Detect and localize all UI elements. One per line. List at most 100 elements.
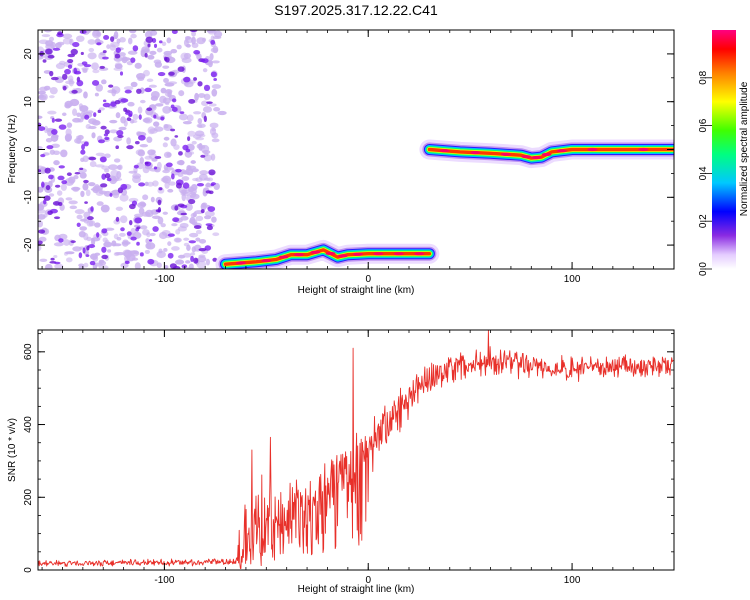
noise-blob — [152, 226, 159, 232]
noise-blob — [166, 37, 172, 44]
noise-blob — [74, 172, 81, 175]
noise-blob — [165, 162, 173, 168]
noise-blob — [181, 264, 188, 269]
upper-track-peak — [470, 151, 481, 155]
noise-blob — [198, 254, 206, 258]
noise-blob — [79, 226, 88, 231]
noise-blob — [208, 169, 216, 176]
noise-blob — [201, 37, 207, 42]
spectrogram-y-tick-label: 20 — [23, 48, 34, 60]
snr-y-tick-label: 200 — [23, 488, 34, 505]
noise-blob — [90, 206, 94, 212]
spectrogram-ylabel: Frequency (Hz) — [7, 115, 18, 184]
snr-series-line — [38, 330, 674, 569]
noise-blob — [60, 183, 67, 191]
noise-blob — [156, 250, 166, 259]
noise-blob — [103, 133, 109, 137]
noise-blob — [189, 216, 196, 225]
noise-blob — [119, 37, 126, 43]
noise-blob — [178, 151, 183, 156]
noise-blob — [87, 244, 96, 249]
noise-blob — [61, 112, 67, 117]
noise-blob — [83, 91, 88, 99]
noise-blob — [210, 39, 216, 45]
noise-blob — [47, 210, 53, 215]
noise-blob — [92, 263, 98, 269]
noise-blob — [181, 176, 190, 181]
noise-blob — [101, 246, 107, 253]
noise-blob — [139, 157, 145, 164]
noise-blob — [211, 88, 218, 97]
noise-blob — [127, 50, 138, 55]
noise-blob — [128, 220, 133, 226]
noise-blob — [136, 241, 140, 246]
noise-blob — [144, 249, 150, 254]
noise-blob — [175, 182, 182, 189]
noise-blob — [74, 209, 85, 215]
noise-blob — [178, 209, 185, 214]
noise-blob — [49, 95, 55, 99]
noise-blob — [72, 41, 80, 48]
noise-blob — [118, 126, 127, 131]
noise-blob — [107, 249, 112, 253]
spectrogram-y-tick-label: -10 — [23, 190, 34, 205]
noise-blob — [53, 160, 60, 166]
noise-blob — [46, 145, 54, 150]
noise-blob — [94, 252, 101, 256]
noise-blob — [205, 190, 212, 194]
noise-blob — [115, 216, 120, 222]
noise-blob — [43, 85, 51, 91]
noise-blob — [94, 222, 101, 228]
noise-blob — [43, 195, 51, 201]
noise-blob — [191, 30, 196, 37]
lower-track-peak — [235, 261, 246, 265]
noise-blob — [57, 175, 65, 181]
noise-blob — [93, 112, 97, 117]
noise-blob — [188, 240, 197, 244]
lower-track-peak — [353, 252, 364, 256]
noise-blob — [91, 80, 100, 86]
noise-blob — [144, 30, 153, 39]
noise-blob — [146, 78, 154, 83]
noise-blob — [181, 57, 192, 64]
noise-blob — [86, 236, 92, 242]
noise-blob — [210, 153, 216, 161]
noise-blob — [38, 229, 46, 234]
noise-blob — [80, 51, 84, 55]
noise-blob — [66, 172, 72, 177]
noise-blob — [52, 201, 60, 206]
noise-blob — [136, 88, 142, 94]
noise-blob — [89, 260, 96, 266]
noise-blob — [136, 72, 146, 80]
noise-blob — [147, 258, 155, 265]
spectrogram-x-tick-label: 0 — [365, 274, 371, 285]
noise-blob — [106, 177, 112, 182]
noise-blob — [198, 248, 207, 252]
noise-blob — [120, 183, 128, 190]
noise-blob — [109, 129, 118, 134]
noise-blob — [152, 180, 159, 187]
noise-blob — [96, 185, 103, 192]
noise-blob — [163, 265, 169, 269]
noise-blob — [200, 202, 207, 211]
noise-blob — [48, 174, 54, 180]
noise-blob — [161, 175, 172, 184]
noise-blob — [168, 181, 176, 186]
noise-blob — [187, 136, 191, 142]
noise-blob — [71, 89, 78, 94]
noise-blob — [53, 242, 64, 247]
noise-blob — [179, 222, 189, 229]
noise-blob — [147, 149, 156, 156]
noise-blob — [104, 153, 111, 159]
lower-track-peak — [414, 252, 425, 256]
noise-blob — [167, 188, 174, 193]
snr-panel: -100 0 100 0 200 400 600 Height of straight li… — [7, 329, 675, 595]
noise-blob — [183, 252, 192, 258]
noise-blob — [123, 86, 134, 91]
noise-blob — [82, 68, 88, 73]
noise-blob — [102, 50, 107, 54]
noise-blob — [55, 42, 62, 49]
noise-blob — [98, 259, 105, 264]
noise-blob — [139, 144, 149, 148]
